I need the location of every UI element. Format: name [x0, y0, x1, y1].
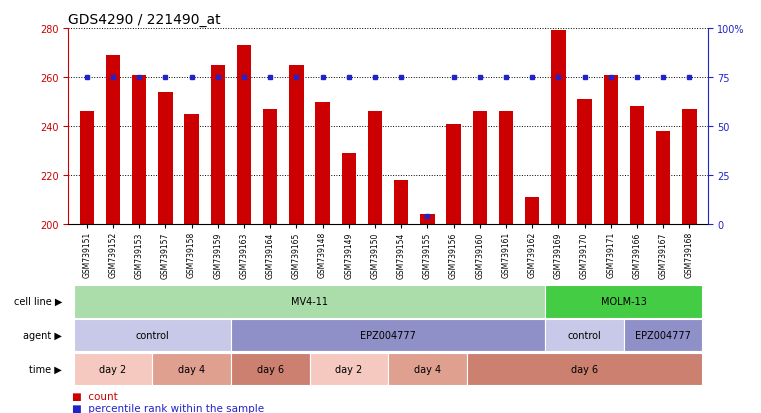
- Bar: [211, 66, 225, 225]
- Bar: [551, 31, 565, 225]
- Bar: [184, 114, 199, 225]
- Text: agent ▶: agent ▶: [24, 330, 62, 340]
- Text: control: control: [135, 330, 169, 340]
- Bar: [74, 285, 546, 318]
- Text: day 6: day 6: [571, 364, 598, 374]
- Bar: [368, 112, 382, 225]
- Bar: [473, 112, 487, 225]
- Text: day 6: day 6: [256, 364, 284, 374]
- Bar: [231, 319, 546, 351]
- Bar: [525, 198, 540, 225]
- Text: ■  percentile rank within the sample: ■ percentile rank within the sample: [72, 403, 264, 413]
- Text: time ▶: time ▶: [30, 364, 62, 374]
- Bar: [466, 353, 702, 385]
- Bar: [106, 56, 120, 225]
- Text: day 2: day 2: [335, 364, 362, 374]
- Text: day 4: day 4: [178, 364, 205, 374]
- Bar: [80, 112, 94, 225]
- Bar: [263, 110, 278, 225]
- Bar: [132, 76, 146, 225]
- Bar: [315, 102, 330, 225]
- Bar: [394, 180, 409, 225]
- Bar: [342, 154, 356, 225]
- Text: cell line ▶: cell line ▶: [14, 297, 62, 306]
- Bar: [231, 353, 310, 385]
- Bar: [420, 215, 435, 225]
- Bar: [624, 319, 702, 351]
- Text: control: control: [568, 330, 601, 340]
- Text: ■  count: ■ count: [72, 391, 118, 401]
- Bar: [656, 132, 670, 225]
- Bar: [603, 76, 618, 225]
- Bar: [310, 353, 388, 385]
- Text: MV4-11: MV4-11: [291, 297, 328, 306]
- Text: EPZ004777: EPZ004777: [360, 330, 416, 340]
- Bar: [289, 66, 304, 225]
- Text: MOLM-13: MOLM-13: [601, 297, 647, 306]
- Bar: [546, 319, 624, 351]
- Bar: [388, 353, 466, 385]
- Bar: [682, 110, 696, 225]
- Bar: [630, 107, 645, 225]
- Text: day 2: day 2: [100, 364, 126, 374]
- Bar: [498, 112, 513, 225]
- Text: GDS4290 / 221490_at: GDS4290 / 221490_at: [68, 12, 221, 26]
- Bar: [546, 285, 702, 318]
- Bar: [158, 93, 173, 225]
- Bar: [152, 353, 231, 385]
- Bar: [237, 46, 251, 225]
- Bar: [447, 124, 461, 225]
- Bar: [578, 100, 592, 225]
- Bar: [74, 319, 231, 351]
- Text: EPZ004777: EPZ004777: [635, 330, 691, 340]
- Text: day 4: day 4: [414, 364, 441, 374]
- Bar: [74, 353, 152, 385]
